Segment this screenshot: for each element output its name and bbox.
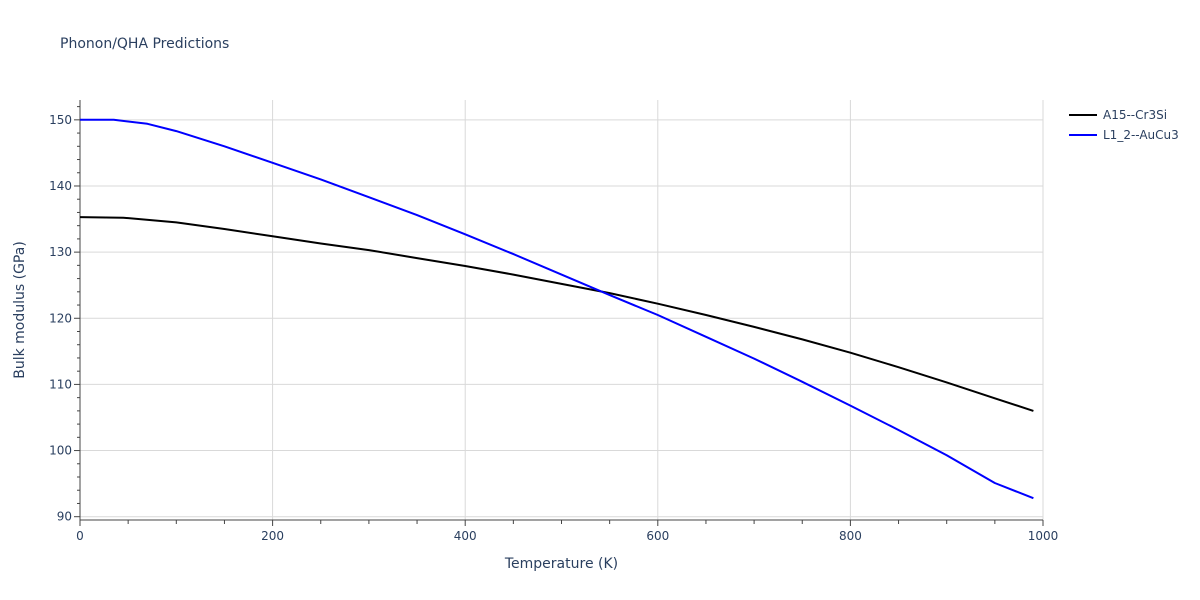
legend: A15--Cr3Si L1_2--AuCu3 — [1069, 108, 1179, 142]
axes: 90 100 110 120 130 140 150 0 200 400 600 800 1000 — [49, 100, 1058, 543]
y-tick-label: 140 — [49, 179, 72, 193]
x-tick-label: 0 — [76, 529, 84, 543]
x-tick-label: 1000 — [1028, 529, 1059, 543]
y-tick-label: 120 — [49, 311, 72, 325]
y-tick-label: 110 — [49, 377, 72, 391]
series-line-1 — [79, 216, 1034, 412]
y-tick-label: 90 — [57, 510, 72, 524]
y-tick-label: 100 — [49, 444, 72, 458]
x-tick-label: 600 — [646, 529, 669, 543]
legend-label: L1_2--AuCu3 — [1103, 128, 1179, 142]
y-tick-label: 150 — [49, 113, 72, 127]
x-tick-label: 400 — [454, 529, 477, 543]
gridlines — [80, 100, 1044, 520]
x-axis-title: Temperature (K) — [504, 556, 618, 572]
y-tick-label: 130 — [49, 245, 72, 259]
y-axis-title: Bulk modulus (GPa) — [12, 241, 28, 379]
series-layer — [79, 118, 1034, 500]
legend-label: A15--Cr3Si — [1103, 108, 1167, 122]
chart-title: Phonon/QHA Predictions — [60, 36, 230, 52]
x-tick-label: 800 — [839, 529, 862, 543]
series-line-2 — [80, 118, 1034, 500]
x-tick-label: 200 — [261, 529, 284, 543]
